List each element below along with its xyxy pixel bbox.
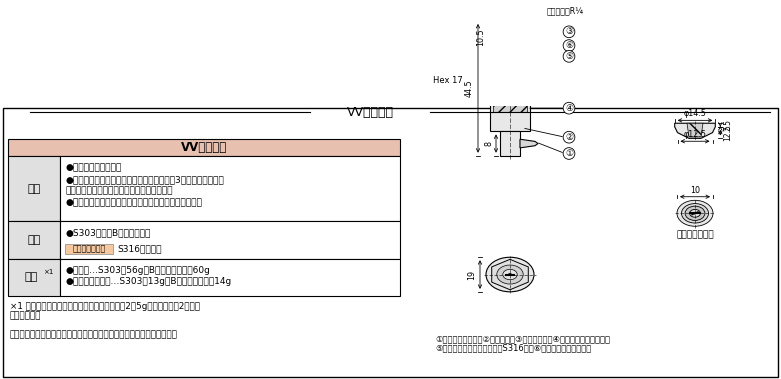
Text: 10.5: 10.5 — [476, 28, 485, 46]
Text: ①: ① — [565, 149, 573, 158]
Text: ●スプレーチップ…S303：13g　B（真ちゅう）：14g: ●スプレーチップ…S303：13g B（真ちゅう）：14g — [65, 277, 231, 287]
Text: 8: 8 — [484, 141, 493, 146]
Bar — [8, 221, 60, 259]
Text: 貪量: 貪量 — [24, 273, 37, 282]
Circle shape — [682, 204, 708, 223]
Circle shape — [503, 269, 517, 280]
Text: 44.5: 44.5 — [465, 80, 474, 97]
Circle shape — [677, 200, 713, 226]
Polygon shape — [675, 123, 715, 138]
Text: なります。: なります。 — [10, 311, 41, 320]
Circle shape — [685, 206, 705, 221]
Circle shape — [694, 212, 697, 215]
Text: ●全金属製の三組形。: ●全金属製の三組形。 — [65, 164, 121, 172]
Text: ②: ② — [565, 133, 573, 142]
Circle shape — [497, 265, 523, 284]
Text: ×1: ×1 — [43, 269, 53, 275]
Text: ⑤ストレーナースクリーン〈S316〉　⑥ストレーナーキャップ: ⑤ストレーナースクリーン〈S316〉 ⑥ストレーナーキャップ — [435, 343, 591, 352]
Text: ●S303またはB（真ちゅう）: ●S303またはB（真ちゅう） — [65, 229, 151, 237]
Text: 10: 10 — [690, 186, 700, 194]
Circle shape — [508, 273, 512, 276]
Polygon shape — [520, 139, 538, 148]
Text: 材質: 材質 — [27, 235, 41, 245]
Bar — [487, 53, 533, 57]
Text: φ14.5: φ14.5 — [683, 109, 707, 118]
Bar — [8, 139, 400, 157]
Text: 注）形番、材質により、外観・外形寸法が若干異なる場合があります。: 注）形番、材質により、外観・外形寸法が若干異なる場合があります。 — [10, 330, 178, 339]
Text: VVシリーズ: VVシリーズ — [347, 106, 394, 119]
Circle shape — [690, 210, 701, 217]
Bar — [8, 157, 60, 221]
Circle shape — [486, 257, 534, 292]
Bar — [490, 53, 530, 132]
Bar — [60, 259, 400, 296]
Bar — [8, 259, 60, 296]
Bar — [493, 88, 527, 112]
Text: 耗したスプレーチップだけを取替えできる。: 耗したスプレーチップだけを取替えできる。 — [65, 186, 173, 196]
Text: オプション材質: オプション材質 — [73, 245, 105, 254]
Text: ⑤: ⑤ — [565, 52, 573, 61]
Text: 構造: 構造 — [27, 184, 41, 194]
Text: ③: ③ — [565, 27, 573, 36]
Text: ①スプレーチップ　②キャップ　③アダプター　④ストレーナーホルダー: ①スプレーチップ ②キャップ ③アダプター ④ストレーナーホルダー — [435, 334, 610, 343]
Text: 2.5: 2.5 — [723, 119, 733, 131]
Text: ●スプレーチップ、キャップ、アダプターの3部分から成り、損: ●スプレーチップ、キャップ、アダプターの3部分から成り、損 — [65, 175, 223, 184]
Bar — [60, 221, 400, 259]
Text: 19: 19 — [467, 269, 476, 280]
Text: スプレーチップ: スプレーチップ — [676, 230, 714, 240]
Text: Hex 17: Hex 17 — [433, 76, 463, 85]
Polygon shape — [492, 259, 528, 290]
Text: ④: ④ — [565, 104, 573, 113]
Text: ●完成品…S303：56g　B（真ちゅう）：60g: ●完成品…S303：56g B（真ちゅう）：60g — [65, 266, 210, 275]
Text: φ12.5: φ12.5 — [683, 130, 707, 139]
Text: 12.5: 12.5 — [723, 124, 733, 141]
Bar — [60, 157, 400, 221]
Text: ネジサイズR¼: ネジサイズR¼ — [547, 6, 584, 15]
Text: ●ストレーナーは小噴量品に標準装備。取外しも可能。: ●ストレーナーは小噴量品に標準装備。取外しも可能。 — [65, 198, 201, 207]
Text: ⑥: ⑥ — [565, 41, 573, 50]
Bar — [500, 132, 520, 156]
Bar — [65, 244, 113, 254]
Text: S316、その他: S316、その他 — [117, 245, 162, 254]
Text: VVシリーズ: VVシリーズ — [181, 141, 227, 154]
Text: ×1 ストレーナー付きの場合、完成品の貪量は2～5g増え、全長は2㎜長く: ×1 ストレーナー付きの場合、完成品の貪量は2～5g増え、全長は2㎜長く — [10, 302, 200, 311]
Polygon shape — [687, 123, 703, 137]
Bar — [497, 21, 523, 53]
